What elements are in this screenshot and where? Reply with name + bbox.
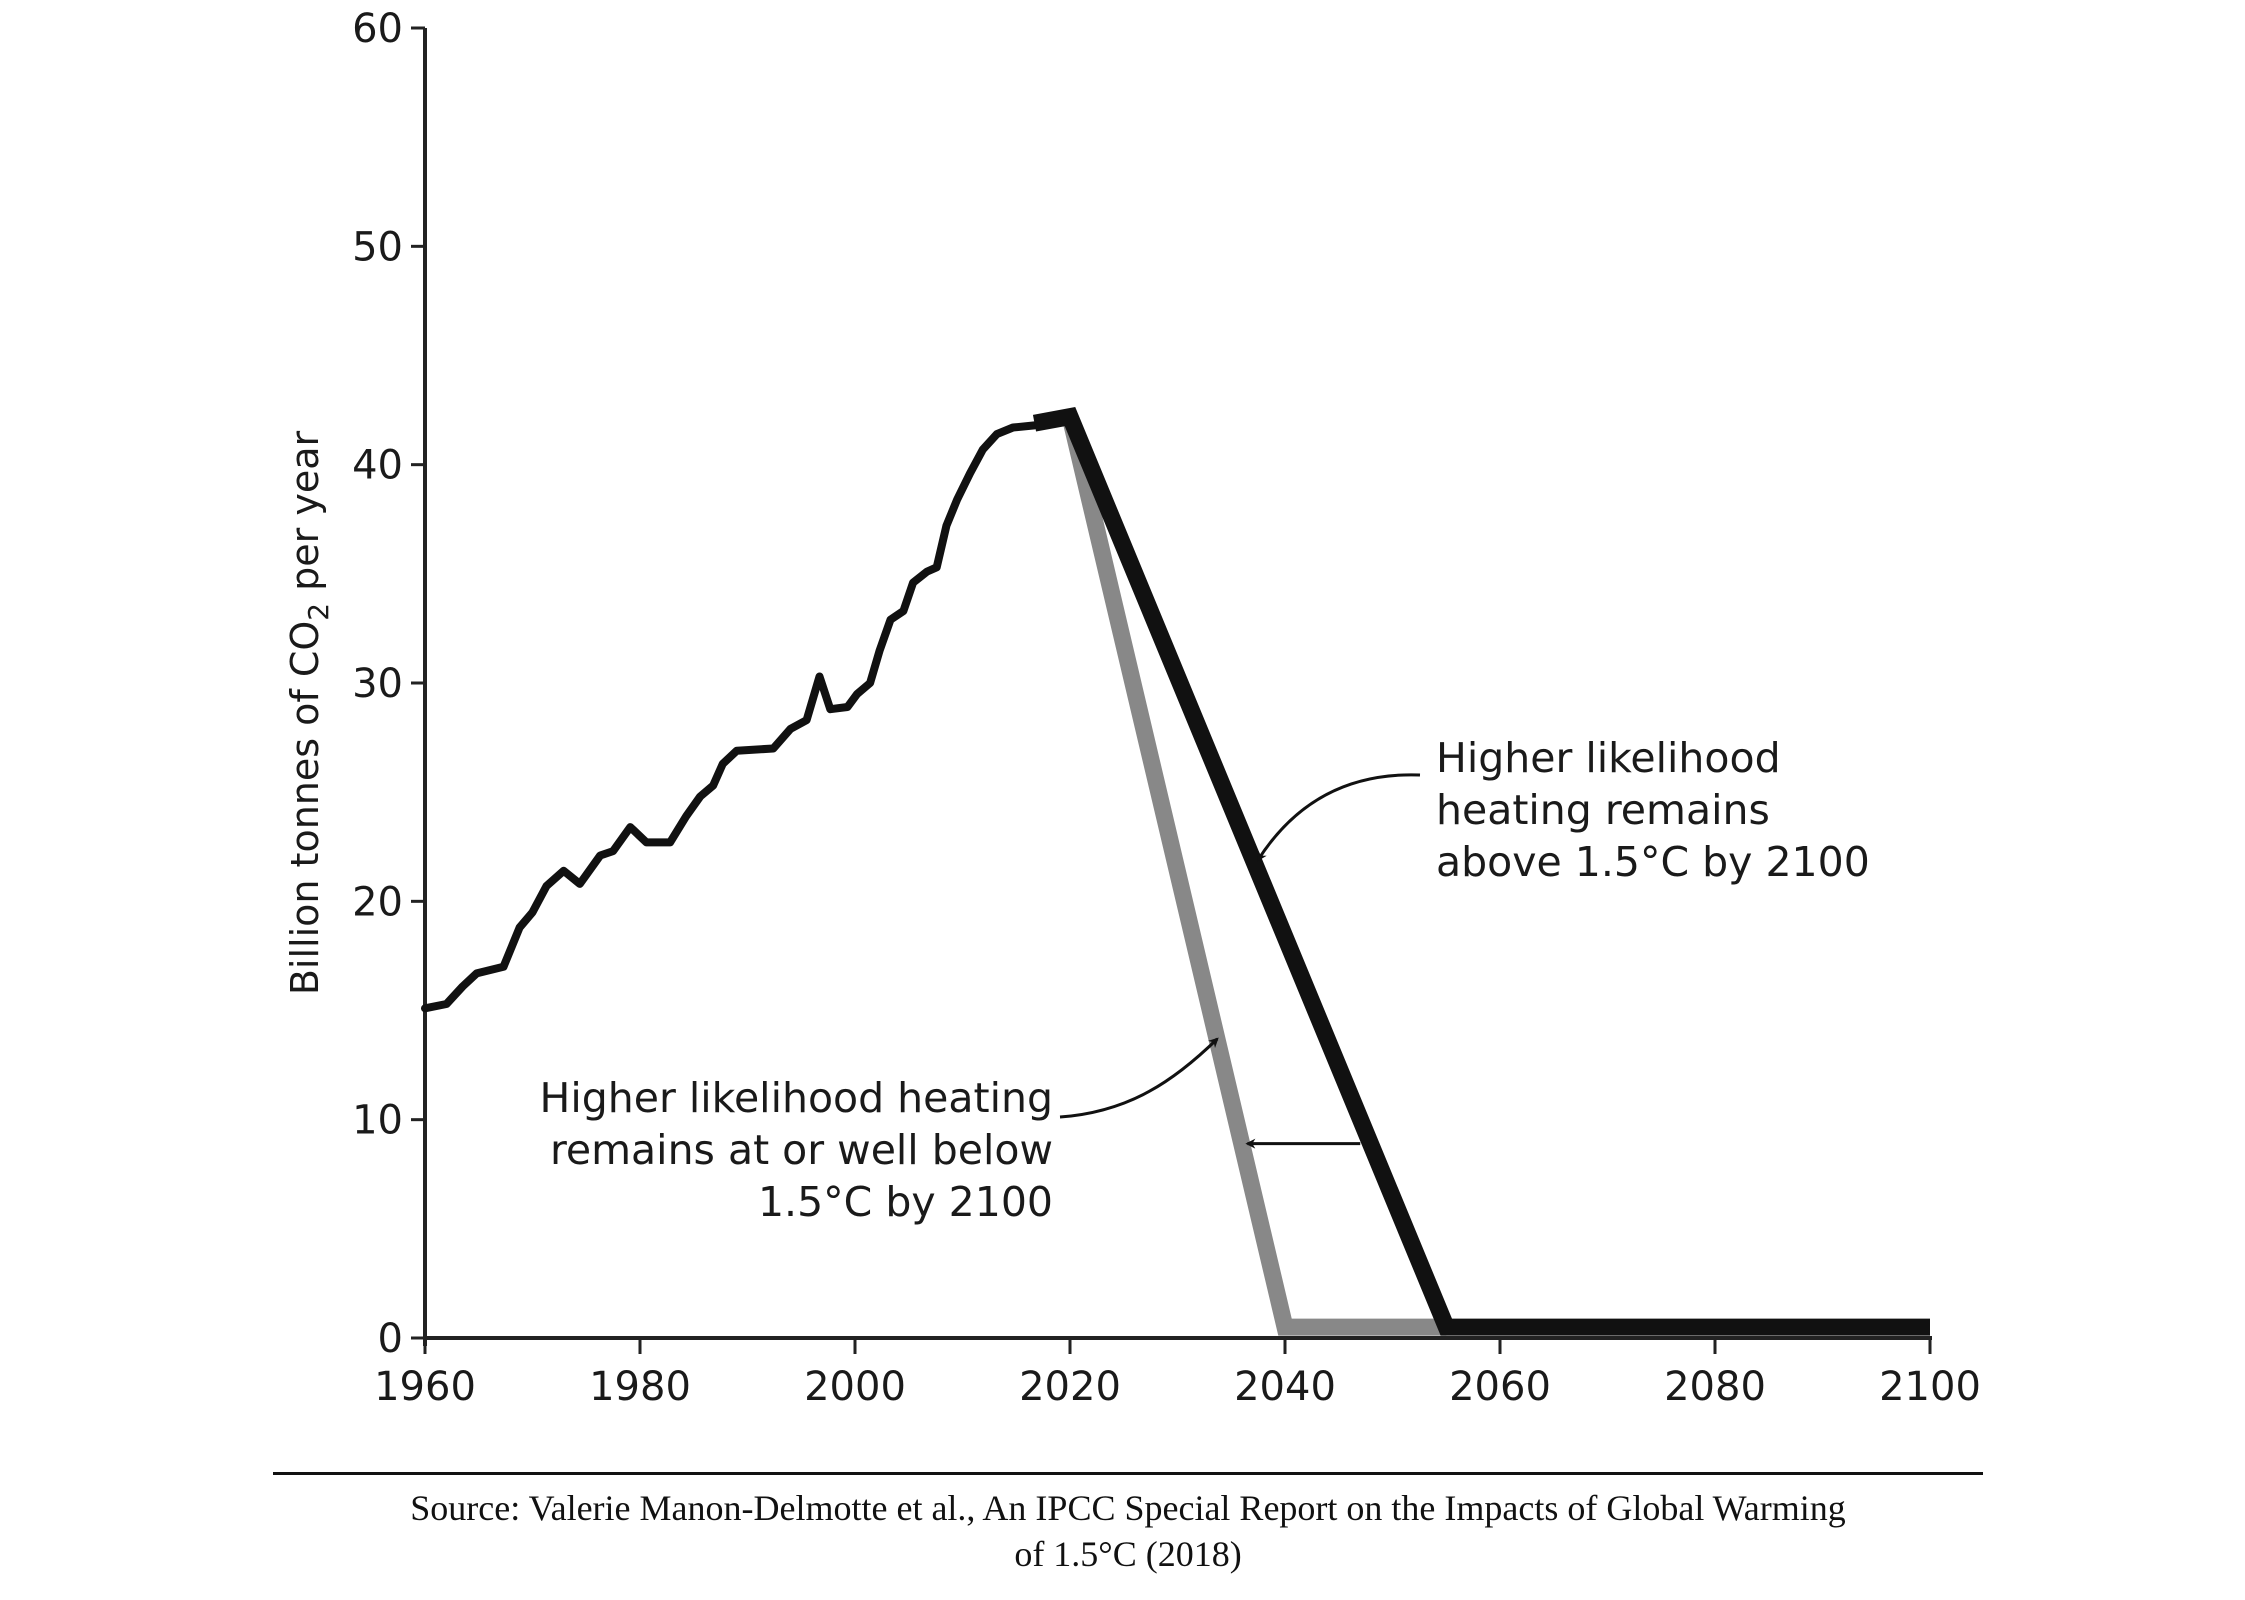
series-layer [421,406,1930,1336]
x-tick-label: 1960 [374,1364,476,1410]
source-caption-line-1: Source: Valerie Manon-Delmotte et al., A… [410,1488,1846,1528]
annotation-below-line: 1.5°C by 2100 [758,1178,1053,1226]
annotation-above-line: heating remains [1436,786,1770,834]
y-axis-title: Billion tonnes of CO2 per year [283,430,335,995]
y-tick-label: 20 [352,879,403,925]
y-tick-label: 30 [352,661,403,707]
x-tick-label: 2000 [804,1364,906,1410]
y-axis-title-main: Billion tonnes of CO [283,621,327,995]
emissions-chart: 0 10 20 30 40 50 60 1960 1980 2000 2020 2040 2060 20… [283,6,1981,1410]
y-tick-label: 10 [352,1098,403,1144]
y-tick-label: 40 [352,443,403,489]
annotation-below-arrow [1059,1037,1219,1119]
annotation-below-line: Higher likelihood heating [540,1074,1053,1122]
x-tick-label: 2080 [1664,1364,1766,1410]
x-tick-label: 2020 [1019,1364,1121,1410]
annotation-above-line: Higher likelihood [1436,734,1781,782]
y-ticks: 0 10 20 30 40 50 60 [352,6,425,1362]
y-axis-title-subscript: 2 [302,603,335,621]
series-line-0 [421,421,1039,1013]
y-tick-label: 60 [352,6,403,52]
series-line-2 [1032,406,1930,1336]
axes: 0 10 20 30 40 50 60 1960 1980 2000 2020 2040 2060 20… [352,6,1981,1410]
y-tick-label: 50 [352,224,403,270]
x-tick-label: 2100 [1879,1364,1981,1410]
annotation-above-arrow [1256,773,1421,862]
y-tick-label: 0 [378,1316,403,1362]
x-tick-label: 2040 [1234,1364,1336,1410]
x-tick-label: 2060 [1449,1364,1551,1410]
x-ticks: 1960 1980 2000 2020 2040 2060 2080 2100 [374,1338,1981,1410]
annotation-above-line: above 1.5°C by 2100 [1436,838,1870,886]
y-axis-title-rest: per year [283,430,327,602]
caption-divider [273,1472,1983,1475]
series-line-1 [1061,414,1447,1336]
annotation-below-line: remains at or well below [550,1126,1053,1174]
source-caption-line-2: of 1.5°C (2018) [1014,1534,1242,1574]
x-tick-label: 1980 [589,1364,691,1410]
